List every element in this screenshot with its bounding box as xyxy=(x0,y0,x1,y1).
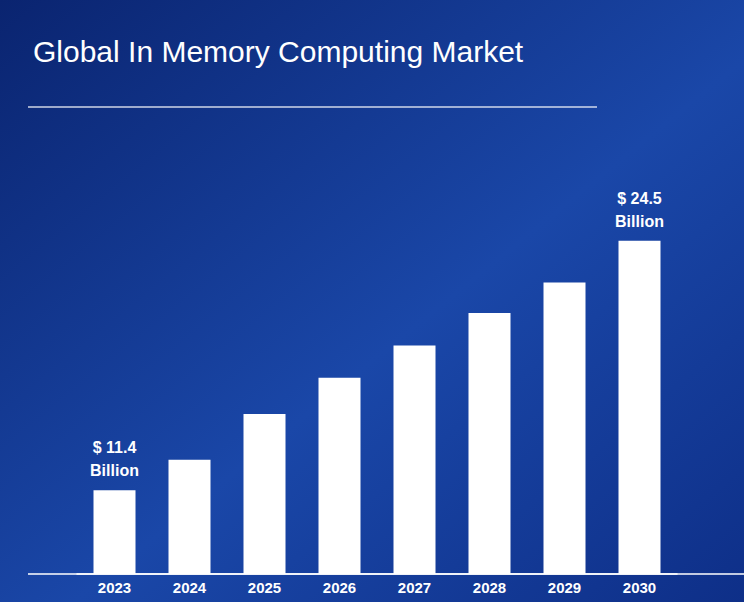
svg-text:$ 11.4: $ 11.4 xyxy=(93,439,137,456)
svg-text:2029: 2029 xyxy=(548,579,581,596)
svg-text:Global In Memory Computing Mar: Global In Memory Computing Market xyxy=(33,35,524,68)
svg-text:2025: 2025 xyxy=(248,579,281,596)
svg-text:Billion: Billion xyxy=(90,462,139,479)
svg-text:2028: 2028 xyxy=(473,579,506,596)
svg-text:2023: 2023 xyxy=(98,579,131,596)
svg-text:2024: 2024 xyxy=(173,579,207,596)
svg-text:2026: 2026 xyxy=(323,579,356,596)
svg-text:Billion: Billion xyxy=(615,213,664,230)
svg-text:$ 24.5: $ 24.5 xyxy=(617,190,662,207)
svg-text:2030: 2030 xyxy=(623,579,656,596)
svg-text:2027: 2027 xyxy=(398,579,431,596)
